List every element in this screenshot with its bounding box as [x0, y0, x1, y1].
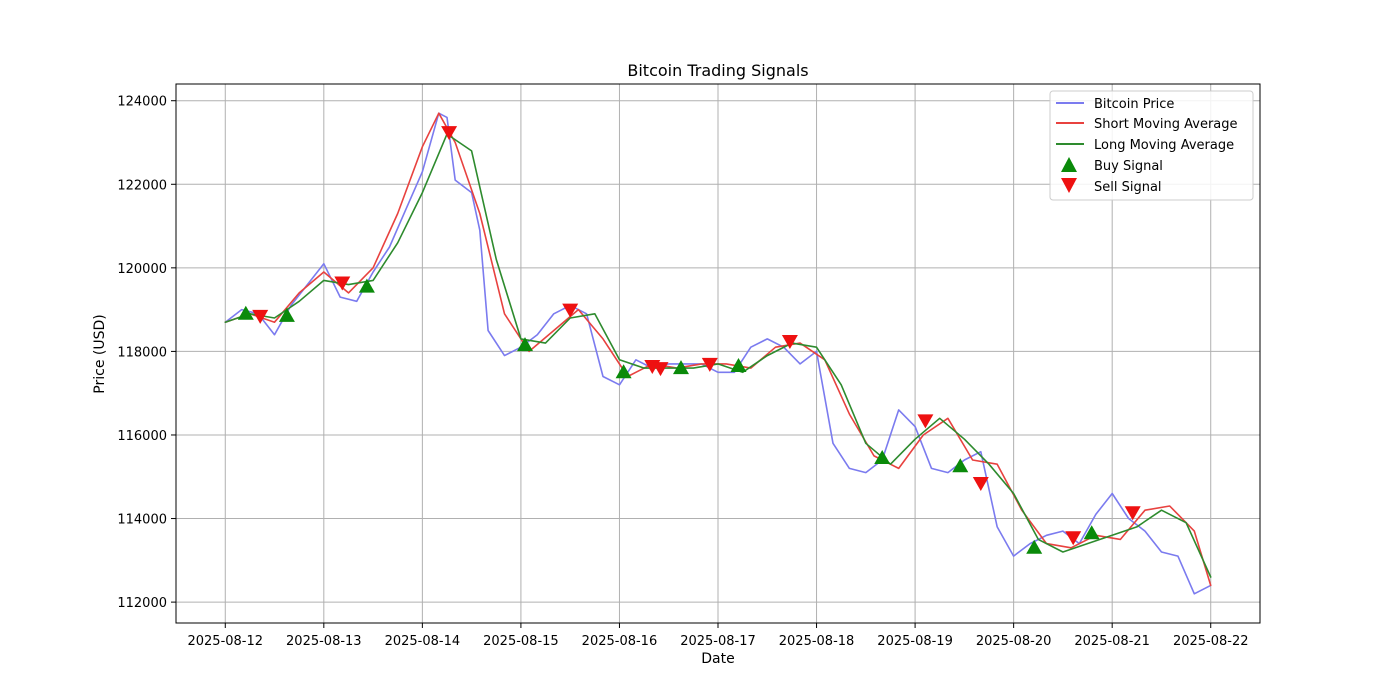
- legend-sell-icon: [1061, 178, 1077, 193]
- plot-markers: [237, 126, 1141, 554]
- x-tick-label: 2025-08-16: [582, 634, 658, 649]
- long-moving-average-line: [224, 133, 1212, 578]
- sell-signal-marker: [334, 276, 351, 291]
- x-tick-label: 2025-08-21: [1074, 634, 1150, 649]
- legend-label-price: Bitcoin Price: [1094, 97, 1174, 112]
- buy-signal-marker: [615, 364, 632, 379]
- x-tick-label: 2025-08-15: [483, 634, 559, 649]
- legend: Bitcoin Price Short Moving Average Long …: [1049, 90, 1254, 201]
- y-tick-label: 116000: [117, 429, 167, 444]
- buy-signal-marker: [1026, 539, 1043, 554]
- y-tick-label: 124000: [117, 95, 167, 110]
- x-tick-label: 2025-08-13: [286, 634, 362, 649]
- y-tick-label: 118000: [117, 345, 167, 360]
- y-tick-label: 122000: [117, 178, 167, 193]
- sell-signal-marker: [1065, 531, 1082, 546]
- chart-title: Bitcoin Trading Signals: [627, 61, 808, 80]
- buy-signal-marker: [517, 337, 533, 352]
- x-axis-ticks: 2025-08-12 2025-08-13 2025-08-14 2025-08-15…: [187, 623, 1249, 649]
- x-tick-label: 2025-08-22: [1173, 634, 1249, 649]
- buy-signal-marker: [237, 305, 254, 320]
- legend-label-buy: Buy Signal: [1094, 159, 1163, 174]
- sell-signal-marker: [917, 414, 934, 429]
- x-tick-label: 2025-08-18: [779, 634, 855, 649]
- buy-signal-marker: [278, 307, 295, 322]
- x-tick-label: 2025-08-20: [976, 634, 1052, 649]
- x-tick-label: 2025-08-12: [187, 634, 263, 649]
- y-axis-ticks: 112000 114000 116000 118000 120000 122000 1240…: [117, 95, 176, 611]
- legend-label-short-ma: Short Moving Average: [1094, 117, 1238, 132]
- buy-signal-marker: [1083, 525, 1100, 540]
- y-tick-label: 112000: [117, 596, 167, 611]
- x-tick-label: 2025-08-14: [385, 634, 461, 649]
- sell-signal-marker: [441, 126, 458, 141]
- buy-signal-marker: [673, 360, 689, 375]
- buy-signal-marker: [358, 278, 375, 293]
- legend-label-long-ma: Long Moving Average: [1094, 138, 1234, 153]
- sell-signal-marker: [781, 335, 798, 349]
- buy-signal-marker: [730, 358, 747, 372]
- sell-signal-marker: [252, 309, 269, 324]
- sell-signal-marker: [972, 477, 989, 491]
- sell-signal-marker: [701, 357, 718, 372]
- buy-signal-marker: [952, 458, 969, 473]
- x-tick-label: 2025-08-19: [877, 634, 953, 649]
- sell-signal-marker: [562, 303, 579, 318]
- x-tick-label: 2025-08-17: [680, 634, 756, 649]
- legend-label-sell: Sell Signal: [1094, 180, 1162, 195]
- x-axis-label: Date: [701, 651, 734, 667]
- y-tick-label: 114000: [117, 513, 167, 528]
- sell-signal-marker: [1124, 506, 1141, 521]
- legend-buy-icon: [1061, 157, 1077, 172]
- y-axis-label: Price (USD): [92, 314, 108, 393]
- sell-signal-marker: [652, 362, 669, 377]
- buy-signal-marker: [874, 450, 891, 464]
- y-tick-label: 120000: [117, 262, 167, 277]
- legend-box: [1049, 90, 1254, 201]
